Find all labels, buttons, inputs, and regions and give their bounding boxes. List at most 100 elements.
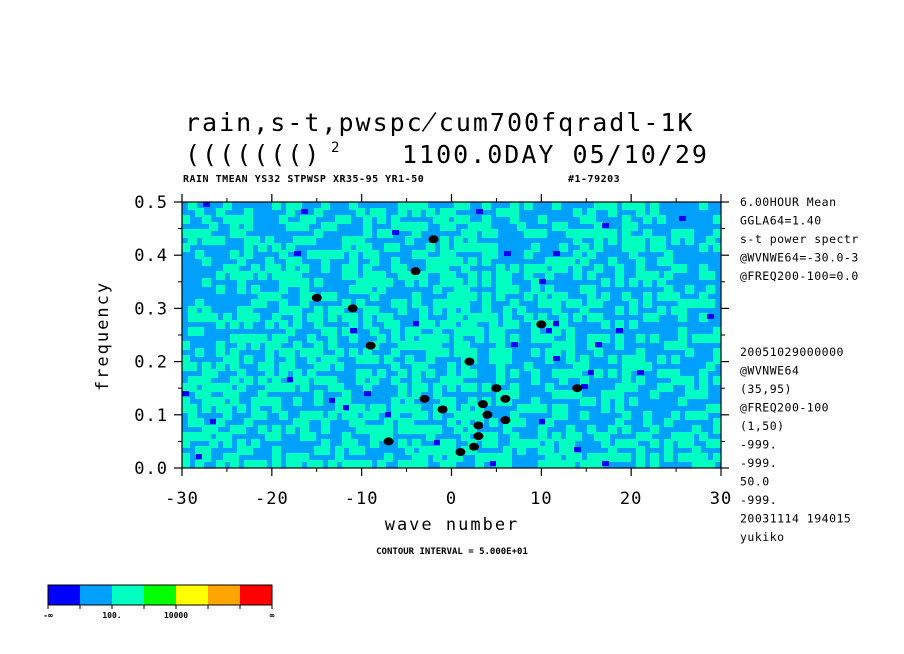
heatmap-cell	[468, 383, 477, 392]
heatmap-cell	[300, 453, 309, 462]
heatmap-cell	[272, 271, 281, 280]
heatmap-cell	[384, 313, 393, 322]
heatmap-cell	[314, 208, 323, 217]
heatmap-cell	[489, 453, 498, 462]
heatmap-cell	[461, 404, 470, 413]
heatmap-cell	[566, 229, 575, 238]
heatmap-cell	[510, 334, 519, 343]
heatmap-cell	[440, 208, 449, 217]
heatmap-cell	[496, 264, 505, 273]
heatmap-cell	[377, 313, 386, 322]
heatmap-cell	[566, 453, 575, 462]
heatmap-cell	[538, 446, 547, 455]
heatmap-cell	[503, 348, 512, 357]
heatmap-cell	[482, 243, 491, 252]
heatmap-cell	[265, 341, 274, 350]
heatmap-cell	[552, 257, 561, 266]
heatmap-cell	[587, 208, 596, 217]
heatmap-cell	[510, 390, 519, 399]
heatmap-cell	[419, 446, 428, 455]
heatmap-cell	[272, 313, 281, 322]
heatmap-cell	[335, 250, 344, 259]
heatmap-cell	[350, 328, 357, 333]
heatmap-cell	[237, 341, 246, 350]
colorbar-swatch	[112, 585, 144, 605]
heatmap-cell	[664, 418, 673, 427]
heatmap-cell	[258, 243, 267, 252]
heatmap-cell	[587, 271, 596, 280]
heatmap-cell	[286, 208, 295, 217]
heatmap-cell	[272, 341, 281, 350]
heatmap-cell	[384, 432, 393, 441]
x-tick-label: 30	[710, 489, 732, 509]
heatmap-cell	[202, 446, 211, 455]
heatmap-cell	[447, 362, 456, 371]
heatmap-cell	[692, 411, 701, 420]
heatmap-cell	[202, 215, 211, 224]
heatmap-cell	[293, 236, 302, 245]
heatmap-cell	[419, 320, 428, 329]
heatmap-cell	[657, 278, 666, 287]
heatmap-cell	[482, 222, 491, 231]
heatmap-cell	[370, 376, 379, 385]
heatmap-cell	[622, 222, 631, 231]
heatmap-cell	[286, 271, 295, 280]
heatmap-cell	[391, 264, 400, 273]
heatmap-cell	[216, 236, 225, 245]
side-info-line: s-t power spectr	[740, 232, 859, 246]
heatmap-cell	[356, 208, 365, 217]
heatmap-cell	[188, 362, 197, 371]
heatmap-cell	[251, 285, 260, 294]
heatmap-cell	[328, 411, 337, 420]
heatmap-cell	[475, 460, 484, 468]
heatmap-cell	[370, 208, 379, 217]
heatmap-cell	[356, 418, 365, 427]
heatmap-cell	[321, 250, 330, 259]
heatmap-cell	[272, 264, 281, 273]
heatmap-cell	[559, 320, 568, 329]
heatmap-cell	[265, 348, 274, 357]
heatmap-cell	[314, 446, 323, 455]
heatmap-cell	[510, 208, 519, 217]
heatmap-cell	[461, 285, 470, 294]
heatmap-cell	[230, 362, 239, 371]
heatmap-cell	[468, 327, 477, 336]
heatmap-cell	[392, 230, 399, 235]
x-tick-label: -10	[345, 489, 379, 509]
heatmap-cell	[286, 306, 295, 315]
colorbar-swatch	[176, 585, 208, 605]
heatmap-cell	[566, 257, 575, 266]
side-info-block-2: 20051029000000 @WVNWE64 (35,95) @FREQ200-10…	[740, 345, 851, 544]
heatmap-cell	[552, 264, 561, 273]
heatmap-cell	[363, 285, 372, 294]
heatmap-cell	[244, 306, 253, 315]
heatmap-cell	[426, 425, 435, 434]
heatmap-cell	[384, 418, 393, 427]
heatmap-cell	[307, 369, 316, 378]
heatmap-cell	[405, 327, 414, 336]
x-tick-label: 10	[530, 489, 552, 509]
heatmap-cell	[244, 243, 253, 252]
heatmap-cell	[363, 425, 372, 434]
heatmap-cell	[692, 446, 701, 455]
x-tick-label: -30	[165, 489, 199, 509]
heatmap-cell	[489, 229, 498, 238]
heatmap-cell	[265, 320, 274, 329]
heatmap-cell	[377, 215, 386, 224]
heatmap-cell	[454, 411, 463, 420]
heatmap-cell	[482, 271, 491, 280]
heatmap-cell	[182, 453, 190, 462]
heatmap-cell	[433, 257, 442, 266]
side-info-line: -999.	[740, 493, 777, 507]
heatmap-cell	[636, 432, 645, 441]
heatmap-cell	[699, 271, 708, 280]
heatmap-cell	[636, 348, 645, 357]
heatmap-cell	[496, 292, 505, 301]
heatmap-cell	[398, 306, 407, 315]
heatmap-cell	[265, 397, 274, 406]
heatmap-cell	[699, 313, 708, 322]
heatmap-cell	[391, 299, 400, 308]
heatmap-cell	[342, 390, 351, 399]
heatmap-cell	[398, 222, 407, 231]
heatmap-cell	[244, 376, 253, 385]
